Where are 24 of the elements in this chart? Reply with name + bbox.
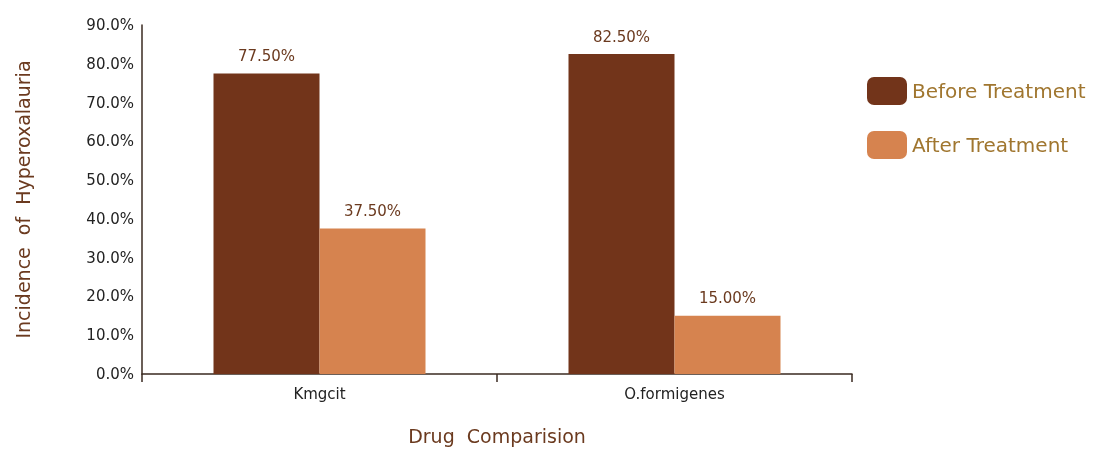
y-tick-label: 30.0%	[86, 248, 134, 267]
legend-label: Before Treatment	[912, 79, 1086, 103]
data-label: 77.50%	[237, 46, 296, 65]
data-label: 82.50%	[592, 27, 651, 46]
y-tick-label: 70.0%	[86, 93, 134, 112]
y-axis-title: Incidence of Hyperoxalauria	[11, 60, 34, 339]
data-label: 37.50%	[343, 202, 402, 221]
y-tick-label: 50.0%	[86, 171, 134, 190]
y-tick-label: 40.0%	[86, 209, 134, 228]
y-tick-label: 90.0%	[86, 16, 134, 34]
y-tick-label: 80.0%	[86, 54, 134, 73]
legend-label: After Treatment	[912, 133, 1069, 157]
x-tick-label: Kmgcit	[293, 384, 346, 403]
y-tick-label: 10.0%	[86, 326, 134, 345]
y-tick-label: 60.0%	[86, 132, 134, 151]
data-label: 15.00%	[698, 289, 757, 308]
bar	[674, 315, 781, 374]
y-tick-label: 20.0%	[86, 287, 134, 306]
y-tick-label: 0.0%	[95, 365, 134, 383]
x-axis-title: Drug Comparision	[408, 424, 586, 447]
bar	[568, 54, 675, 374]
x-tick-label: O.formigenes	[624, 384, 725, 403]
bar	[319, 228, 426, 374]
bar	[213, 73, 320, 374]
